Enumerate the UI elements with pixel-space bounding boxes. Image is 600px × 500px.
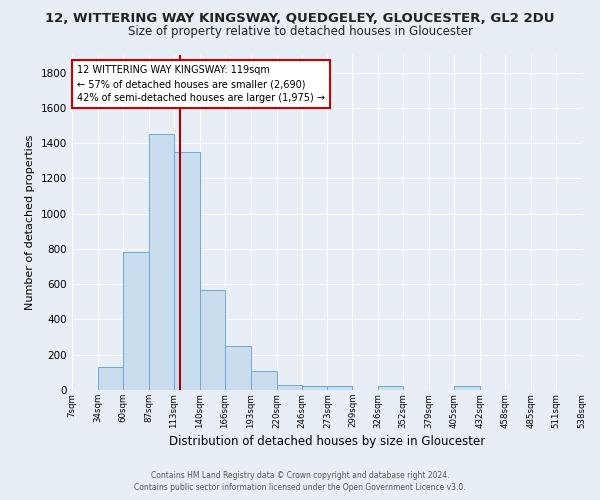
Bar xyxy=(123,252,149,390)
Text: Contains HM Land Registry data © Crown copyright and database right 2024.
Contai: Contains HM Land Registry data © Crown c… xyxy=(134,471,466,492)
Bar xyxy=(251,372,277,390)
Bar xyxy=(328,386,352,390)
Text: 12 WITTERING WAY KINGSWAY: 119sqm
← 57% of detached houses are smaller (2,690)
4: 12 WITTERING WAY KINGSWAY: 119sqm ← 57% … xyxy=(77,65,325,103)
Bar xyxy=(454,386,480,390)
Text: 12, WITTERING WAY KINGSWAY, QUEDGELEY, GLOUCESTER, GL2 2DU: 12, WITTERING WAY KINGSWAY, QUEDGELEY, G… xyxy=(45,12,555,26)
X-axis label: Distribution of detached houses by size in Gloucester: Distribution of detached houses by size … xyxy=(169,434,485,448)
Bar xyxy=(200,290,225,390)
Bar xyxy=(277,384,302,390)
Y-axis label: Number of detached properties: Number of detached properties xyxy=(25,135,35,310)
Bar xyxy=(149,134,174,390)
Text: Size of property relative to detached houses in Gloucester: Size of property relative to detached ho… xyxy=(128,25,473,38)
Bar xyxy=(379,386,403,390)
Bar xyxy=(174,152,200,390)
Bar xyxy=(302,386,328,390)
Bar xyxy=(98,367,123,390)
Bar xyxy=(225,346,251,390)
